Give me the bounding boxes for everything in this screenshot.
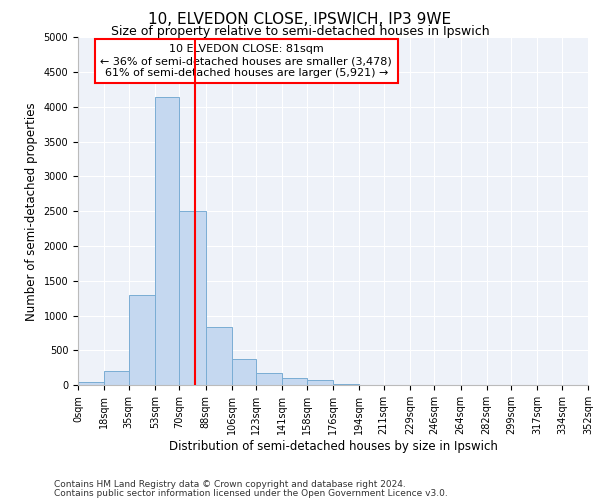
Bar [307, 380, 333, 385]
Bar [104, 371, 129, 385]
Bar [256, 373, 282, 385]
Y-axis label: Number of semi-detached properties: Number of semi-detached properties [25, 102, 38, 320]
Bar [333, 384, 359, 385]
Bar [78, 382, 104, 385]
Bar [282, 378, 307, 385]
Text: Contains public sector information licensed under the Open Government Licence v3: Contains public sector information licen… [54, 488, 448, 498]
Bar [129, 294, 155, 385]
X-axis label: Distribution of semi-detached houses by size in Ipswich: Distribution of semi-detached houses by … [169, 440, 497, 452]
Bar [232, 360, 256, 385]
Text: Size of property relative to semi-detached houses in Ipswich: Size of property relative to semi-detach… [110, 25, 490, 38]
Text: 10 ELVEDON CLOSE: 81sqm
← 36% of semi-detached houses are smaller (3,478)
61% of: 10 ELVEDON CLOSE: 81sqm ← 36% of semi-de… [100, 44, 392, 78]
Bar [205, 326, 232, 385]
Bar [179, 211, 206, 385]
Text: 10, ELVEDON CLOSE, IPSWICH, IP3 9WE: 10, ELVEDON CLOSE, IPSWICH, IP3 9WE [148, 12, 452, 28]
Text: Contains HM Land Registry data © Crown copyright and database right 2024.: Contains HM Land Registry data © Crown c… [54, 480, 406, 489]
Bar [155, 96, 179, 385]
